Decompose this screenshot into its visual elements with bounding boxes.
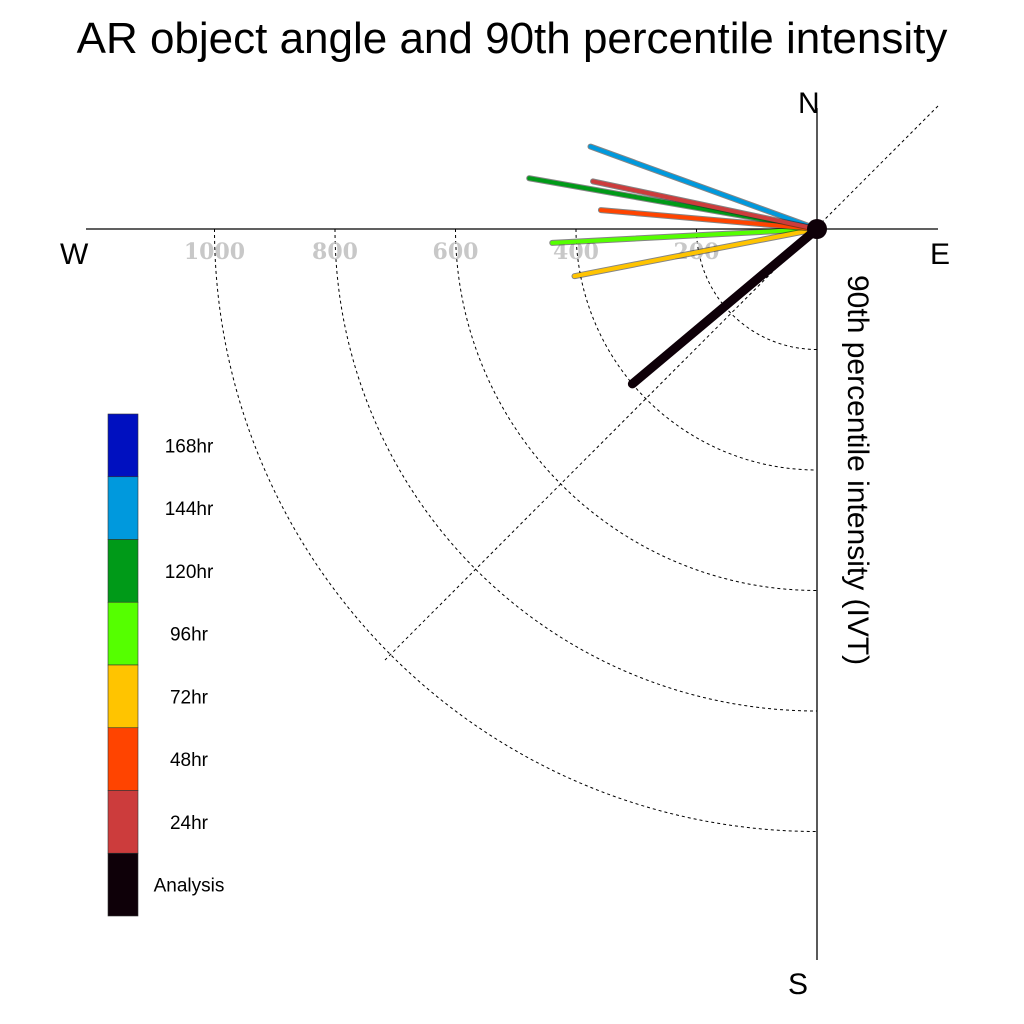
legend-swatch-24hr	[107, 790, 139, 854]
legend-label: 168hr	[165, 436, 214, 457]
radial-tick-label: 800	[312, 239, 358, 265]
legend-swatch-120hr	[107, 539, 139, 603]
vector-72hr	[572, 227, 819, 279]
legend-label: 72hr	[170, 687, 209, 708]
legend-label: 120hr	[165, 562, 214, 583]
range-ring	[575, 228, 818, 471]
east-label: E	[930, 238, 950, 271]
radial-tick-label: 1000	[184, 239, 245, 265]
legend-swatch-144hr	[107, 476, 139, 540]
legend-label: 24hr	[170, 813, 209, 834]
vector-96hr	[550, 227, 819, 245]
legend-swatch-48hr	[107, 727, 139, 791]
vector-analysis	[627, 224, 822, 389]
vectors	[526, 143, 827, 389]
origin-dot	[807, 219, 827, 239]
axes: N S E W 90th percentile intensity (IVT)	[60, 87, 950, 1001]
range-ring	[214, 228, 818, 832]
legend-swatch-96hr	[107, 601, 139, 666]
legend-label: 96hr	[170, 625, 209, 646]
y-axis-label: 90th percentile intensity (IVT)	[841, 275, 874, 665]
legend-label: Analysis	[154, 876, 225, 897]
north-label: N	[798, 87, 820, 120]
west-label: W	[60, 238, 89, 271]
grid	[214, 228, 818, 832]
legend: 168hr 144hr 120hr 96hr 72hr 48hr 24hr Analysis	[107, 413, 225, 917]
legend-label: 144hr	[165, 499, 214, 520]
legend-swatch-72hr	[107, 664, 139, 729]
range-ring	[455, 228, 818, 591]
legend-label: 48hr	[170, 750, 209, 771]
radial-tick-labels: 2004006008001000	[184, 239, 720, 265]
radial-tick-label: 600	[433, 239, 479, 265]
diagonal-gridline	[384, 105, 939, 661]
vector-24hr	[591, 179, 819, 231]
chart-title: AR object angle and 90th percentile inte…	[76, 14, 948, 63]
legend-swatch-168hr	[107, 413, 139, 478]
south-label: S	[788, 968, 808, 1001]
legend-swatch-analysis	[107, 852, 139, 917]
vector-144hr	[588, 144, 819, 231]
range-ring	[334, 228, 818, 712]
vector-48hr	[598, 208, 819, 231]
